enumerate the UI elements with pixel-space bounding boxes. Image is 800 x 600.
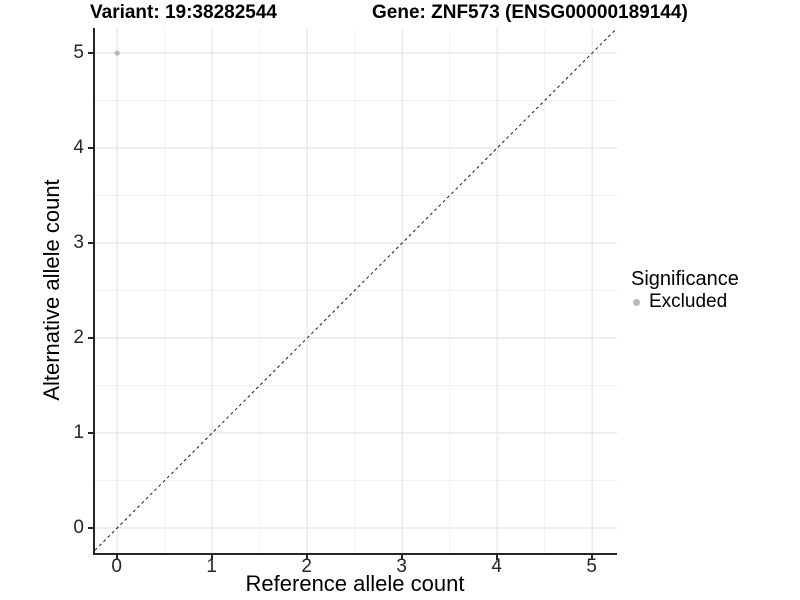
x-tick-label: 0	[111, 556, 122, 577]
x-axis-label: Reference allele count	[245, 571, 465, 596]
plot-title-gene: Gene: ZNF573 (ENSG00000189144)	[372, 2, 688, 23]
y-tick-mark	[87, 147, 93, 149]
data-point-excluded	[114, 50, 120, 56]
y-tick-label: 2	[73, 327, 84, 348]
y-tick-mark	[87, 337, 93, 339]
x-tick-mark	[210, 555, 213, 560]
x-tick-label: 5	[586, 556, 597, 577]
y-axis-label: Alternative allele count	[39, 179, 64, 401]
legend-item-label: Excluded	[649, 291, 728, 312]
y-tick-mark	[87, 432, 93, 434]
x-tick-mark	[495, 555, 498, 560]
y-tick-mark	[87, 527, 93, 529]
x-tick-mark	[115, 555, 118, 560]
x-tick-label: 2	[301, 556, 312, 577]
y-tick-label: 0	[73, 517, 84, 538]
plot-panel	[92, 28, 617, 555]
x-tick-label: 1	[206, 556, 217, 577]
x-tick-label: 3	[396, 556, 407, 577]
y-tick-label: 5	[73, 42, 84, 63]
legend-items: Excluded	[631, 291, 739, 313]
x-tick-mark	[305, 555, 308, 560]
y-tick-label: 4	[73, 137, 84, 158]
x-tick-mark	[590, 555, 593, 560]
y-tick-label: 1	[73, 422, 84, 443]
plot-area	[94, 28, 617, 553]
identity-reference-line	[94, 28, 617, 551]
plot-title-variant: Variant: 19:38282544	[90, 2, 277, 23]
legend-title: Significance	[631, 268, 739, 290]
y-tick-mark	[87, 52, 93, 54]
x-tick-label: 4	[491, 556, 502, 577]
legend-item: Excluded	[633, 291, 739, 313]
x-tick-mark	[400, 555, 403, 560]
y-tick-mark	[87, 242, 93, 244]
legend-point-icon	[633, 298, 640, 306]
legend: Significance Excluded	[631, 267, 739, 313]
y-tick-label: 3	[73, 232, 84, 253]
